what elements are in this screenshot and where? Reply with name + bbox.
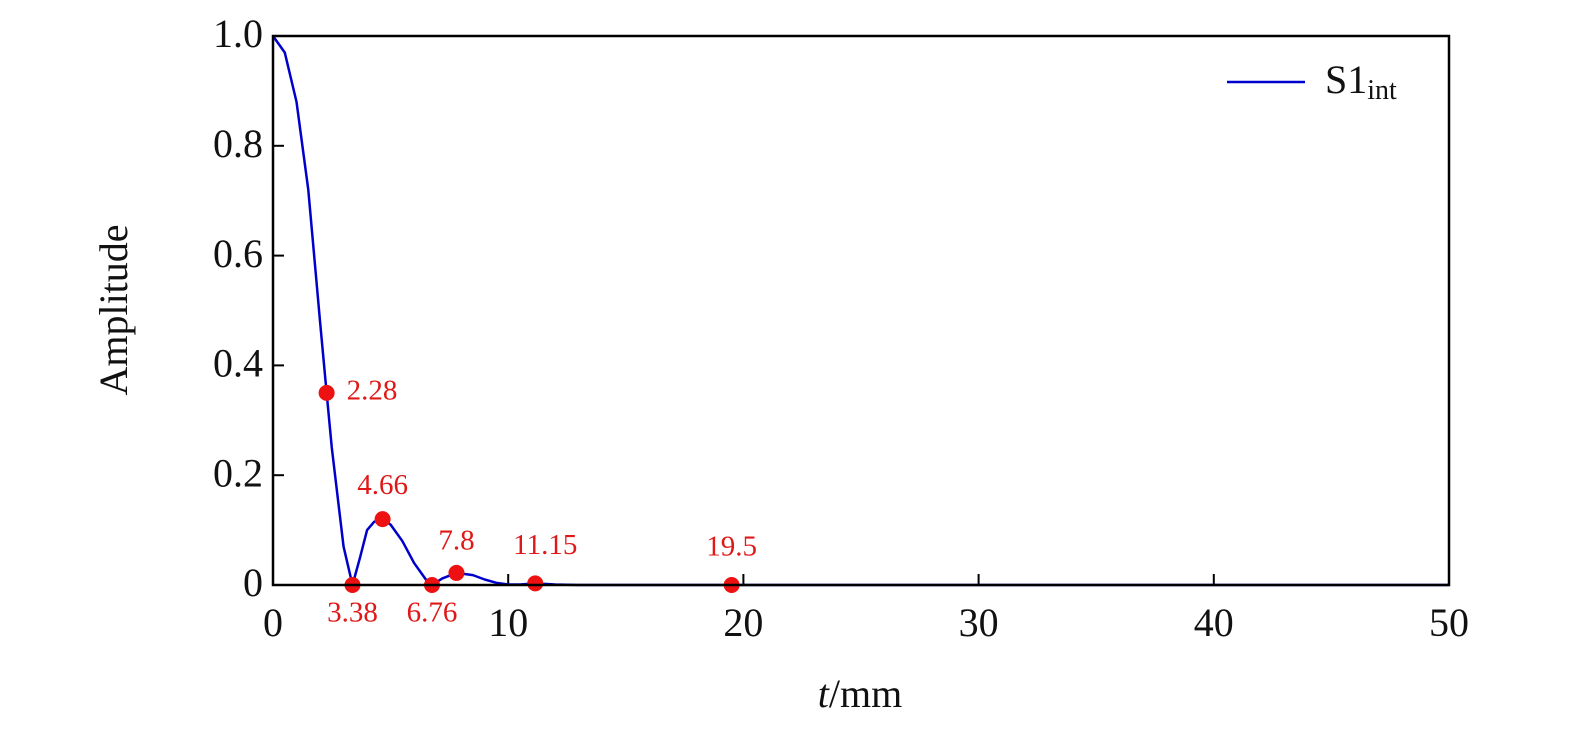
marker-label: 11.15 <box>513 529 577 561</box>
marker <box>374 511 391 528</box>
marker-label: 4.66 <box>357 469 408 501</box>
x-tick-label: 0 <box>263 600 283 645</box>
y-tick-label: 0 <box>243 560 263 605</box>
y-tick-label: 0.4 <box>213 341 263 386</box>
legend-label: S1int <box>1325 57 1397 106</box>
x-tick-label: 50 <box>1429 600 1469 645</box>
x-axis-label: t/mm <box>818 671 902 716</box>
marker-label: 2.28 <box>347 375 398 407</box>
y-axis-label: Amplitude <box>91 224 136 395</box>
legend-subscript: int <box>1367 75 1397 106</box>
y-tick-label: 0.8 <box>213 121 263 166</box>
y-tick-label: 1.0 <box>213 11 263 56</box>
marker-label: 6.76 <box>407 597 458 629</box>
marker <box>448 564 465 581</box>
series-line <box>271 35 1449 587</box>
x-tick-label: 30 <box>959 600 999 645</box>
marker-label: 3.38 <box>327 597 378 629</box>
y-tick-label: 0.6 <box>213 231 263 276</box>
marker-label: 19.5 <box>706 531 757 563</box>
x-axis-unit: /mm <box>829 671 902 716</box>
x-tick-label: 10 <box>488 600 528 645</box>
x-tick-label: 40 <box>1194 600 1234 645</box>
x-axis-symbol: t <box>818 671 830 716</box>
plot-frame <box>271 34 1451 587</box>
marker <box>527 575 544 592</box>
legend-name: S1 <box>1325 57 1367 102</box>
x-tick-label: 20 <box>723 600 763 645</box>
y-tick-label: 0.2 <box>213 450 263 495</box>
marker <box>318 384 335 401</box>
marker-label: 7.8 <box>438 525 474 557</box>
